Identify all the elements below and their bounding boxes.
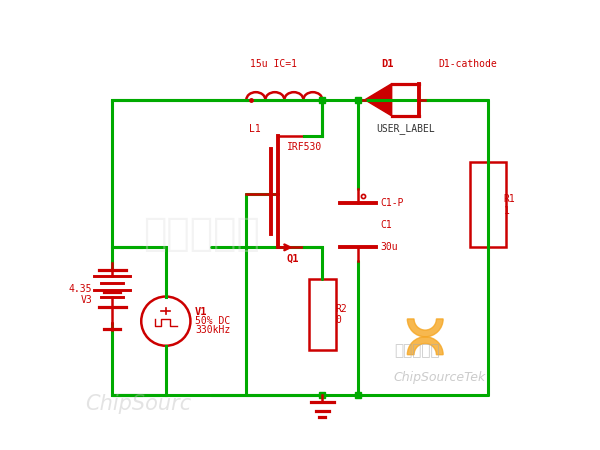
Text: IRF530: IRF530 [287,142,322,152]
Text: 矽源特科技: 矽源特科技 [143,215,260,253]
Text: 15u IC=1: 15u IC=1 [250,59,296,69]
Text: 30u: 30u [380,243,398,252]
Text: ChipSourceTek: ChipSourceTek [394,370,486,383]
Text: ChipSourc: ChipSourc [85,394,191,414]
Text: Q1: Q1 [287,253,299,264]
Wedge shape [407,319,443,337]
Text: R1
1: R1 1 [503,194,515,216]
Text: D1: D1 [381,59,394,69]
Text: L1: L1 [250,124,261,134]
Wedge shape [407,337,443,355]
Text: D1-cathode: D1-cathode [439,59,497,69]
Text: V1: V1 [195,307,208,317]
Text: R2
0: R2 0 [336,304,347,325]
Text: USER_LABEL: USER_LABEL [376,123,435,134]
Text: 4.35
V3: 4.35 V3 [68,284,92,305]
Text: 330kHz: 330kHz [195,325,230,335]
Text: 矽源特科技: 矽源特科技 [394,343,440,358]
Text: C1: C1 [380,220,392,230]
Text: 50% DC: 50% DC [195,316,230,326]
Text: C1-P: C1-P [380,198,404,207]
Polygon shape [365,84,392,116]
